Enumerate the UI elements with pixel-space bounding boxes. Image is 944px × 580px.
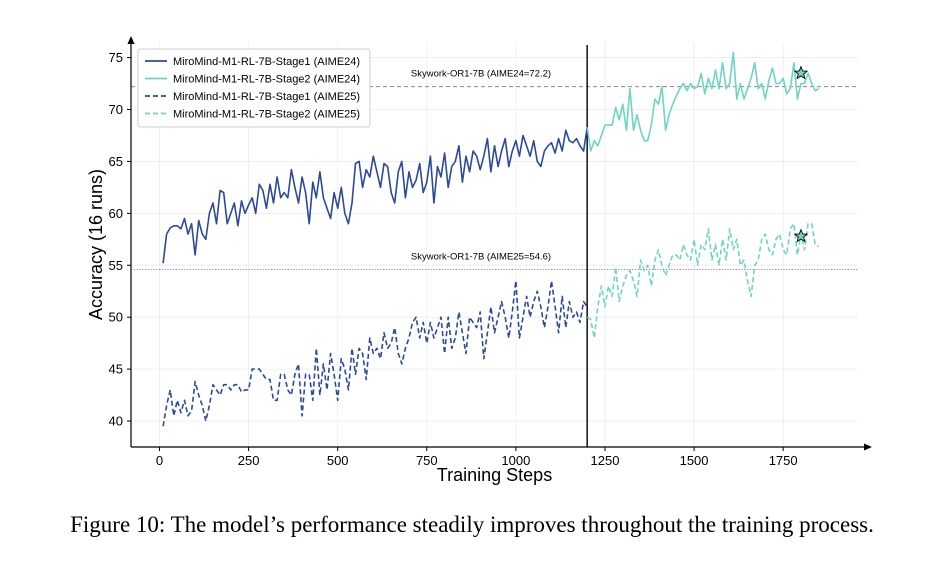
y-tick-label: 65 (109, 154, 123, 169)
x-tick-label: 0 (156, 453, 163, 468)
star-marker (793, 228, 809, 243)
x-tick-label: 250 (238, 453, 260, 468)
axes: 0 250 500 750 1000 1250 1500 1750 40 45 50 55 60 65 70… (86, 36, 872, 485)
x-axis-title: Training Steps (437, 465, 552, 485)
star-markers (793, 65, 809, 243)
y-tick-label: 40 (109, 414, 123, 429)
y-tick-label: 55 (109, 258, 123, 273)
x-axis-arrow (864, 443, 872, 451)
reference-label: Skywork-OR1-7B (AIME24=72.2) (411, 69, 551, 80)
legend-label: MiroMind-M1-RL-7B-Stage1 (AIME24) (173, 56, 360, 68)
chart-container: Skywork-OR1-7B (AIME24=72.2) Skywork-OR1-… (86, 36, 872, 485)
grid (131, 42, 858, 447)
figure-caption: Figure 10: The model’s performance stead… (70, 512, 874, 537)
series-line (586, 51, 820, 152)
x-tick-label: 750 (416, 453, 438, 468)
y-axis-title: Accuracy (16 runs) (86, 169, 106, 320)
accuracy-line-chart: Skywork-OR1-7B (AIME24=72.2) Skywork-OR1-… (86, 36, 872, 485)
reference-label: Skywork-OR1-7B (AIME25=54.6) (411, 251, 551, 262)
y-axis-arrow (127, 36, 135, 44)
x-tick-label: 1000 (501, 453, 530, 468)
x-tick-label: 1750 (769, 453, 798, 468)
series-lines (162, 51, 820, 427)
x-tick-label: 1500 (680, 453, 709, 468)
y-tick-label: 60 (109, 206, 123, 221)
y-tick-label: 70 (109, 102, 123, 117)
series-line (586, 222, 820, 339)
x-tick-label: 1250 (591, 453, 620, 468)
legend-label: MiroMind-M1-RL-7B-Stage2 (AIME25) (173, 109, 360, 121)
legend-label: MiroMind-M1-RL-7B-Stage1 (AIME25) (173, 91, 360, 103)
y-tick-label: 50 (109, 310, 123, 325)
x-tick-label: 500 (327, 453, 349, 468)
y-tick-label: 75 (109, 50, 123, 65)
legend: MiroMind-M1-RL-7B-Stage1 (AIME24) MiroMin… (137, 48, 371, 128)
series-line (162, 127, 588, 264)
y-tick-label: 45 (109, 362, 123, 377)
legend-box (137, 48, 371, 128)
series-line (162, 279, 588, 427)
legend-label: MiroMind-M1-RL-7B-Stage2 (AIME24) (173, 74, 360, 86)
star-marker (793, 65, 809, 80)
